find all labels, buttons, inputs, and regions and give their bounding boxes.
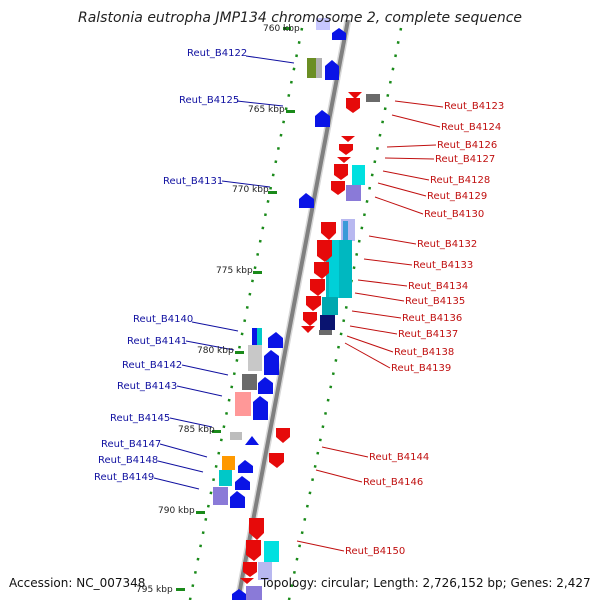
gene-label: Reut_B4140 <box>133 314 193 325</box>
gene-b4146 <box>269 453 284 468</box>
gene-b4147-part <box>222 456 235 470</box>
gene-b4136 <box>306 296 321 311</box>
gene-label: Reut_B4136 <box>402 313 462 324</box>
gene-label: Reut_B4143 <box>117 381 177 392</box>
gene-label: Reut_B4142 <box>122 360 182 371</box>
gene-b4134 <box>314 262 329 279</box>
gene-b4137-part <box>320 315 335 330</box>
sequence-summary: Topology: circular; Length: 2,726,152 bp… <box>260 576 591 590</box>
gene-b4121 <box>332 28 346 40</box>
gene-b4123-part <box>366 94 380 102</box>
gene-b4133 <box>317 240 332 262</box>
gene-b4122 <box>325 60 339 80</box>
gene-b4136-part <box>322 297 338 315</box>
gene-b4150 <box>249 518 264 540</box>
gene-b4142 <box>258 377 273 394</box>
gene-b4151-part <box>264 541 279 562</box>
gene-b4130-part <box>346 185 361 201</box>
gene-b4148 <box>235 476 250 490</box>
gene-label: Reut_B4137 <box>398 329 458 340</box>
accession-label: Accession: NC_007348 <box>9 576 145 590</box>
map-title: Ralstonia eutropha JMP134 chromosome 2, … <box>78 10 522 26</box>
gene-b4144 <box>276 428 290 443</box>
gene-label: Reut_B4128 <box>430 175 490 186</box>
gene-b4143 <box>253 396 268 420</box>
gene-label: Reut_B4134 <box>408 281 468 292</box>
gene-label: Reut_B4147 <box>101 439 161 450</box>
gene-label: Reut_B4146 <box>363 477 423 488</box>
gene-b4143-part <box>235 392 251 416</box>
gene-b4128a <box>337 157 351 163</box>
forward-strand-genes <box>213 18 346 600</box>
gene-b4140 <box>268 332 283 348</box>
gene-label: Reut_B4124 <box>441 122 501 133</box>
gene-label: Reut_B4133 <box>413 260 473 271</box>
gene-label: Reut_B4141 <box>127 336 187 347</box>
gene-b4128-part <box>352 165 365 185</box>
gene-label: Reut_B4127 <box>435 154 495 165</box>
gene-b4148-part <box>219 470 232 486</box>
gene-b4123 <box>348 92 362 99</box>
gene-b4149 <box>230 491 245 508</box>
gene-b4137 <box>303 312 317 326</box>
gene-label: Reut_B4149 <box>94 472 154 483</box>
tick-label: 760 kbp <box>263 24 300 34</box>
tick-label: 795 kbp <box>136 585 173 595</box>
tick-label: 790 kbp <box>158 506 195 516</box>
gene-b4131 <box>299 193 314 208</box>
gene-label: Reut_B4123 <box>444 101 504 112</box>
gene-b4124 <box>346 98 360 113</box>
gene-label: Reut_B4129 <box>427 191 487 202</box>
gene-label: Reut_B4148 <box>98 455 158 466</box>
gene-label: Reut_B4138 <box>394 347 454 358</box>
gene-label: Reut_B4135 <box>405 296 465 307</box>
gene-labels-left: Reut_B4122 Reut_B4125 Reut_B4131 Reut_B4… <box>94 48 247 483</box>
gene-label: Reut_B4125 <box>179 95 239 106</box>
gene-label: Reut_B4144 <box>369 452 429 463</box>
gene-label: Reut_B4150 <box>345 546 405 557</box>
gene-label: Reut_B4132 <box>417 239 477 250</box>
gene-label: Reut_B4131 <box>163 176 223 187</box>
tick-labels: 760 kbp 765 kbp 770 kbp 775 kbp 780 kbp … <box>136 24 300 595</box>
gene-labels-right: Reut_B4123 Reut_B4124 Reut_B4126 Reut_B4… <box>345 101 504 557</box>
tick-label: 785 kbp <box>178 425 215 435</box>
tick-marks <box>176 27 295 591</box>
gene-b4126 <box>341 136 355 142</box>
gene-b4141 <box>264 350 279 375</box>
gene-label: Reut_B4139 <box>391 363 451 374</box>
tick-label: 780 kbp <box>197 346 234 356</box>
gene-b4127 <box>339 144 353 155</box>
gene-b4142-part <box>242 374 257 390</box>
gene-b4141-part <box>248 345 262 371</box>
gene-label: Reut_B4145 <box>110 413 170 424</box>
leader-lines-left <box>153 55 295 490</box>
gene-label: Reut_B4130 <box>424 209 484 220</box>
gene-b4147 <box>238 460 253 473</box>
tick-label: 765 kbp <box>248 105 285 115</box>
leader-lines-right <box>296 100 444 552</box>
gene-b4135 <box>310 279 325 296</box>
reverse-strand-genes <box>240 92 380 584</box>
gene-b4145 <box>245 436 259 445</box>
gene-b4138 <box>301 326 315 333</box>
tick-label: 775 kbp <box>216 266 253 276</box>
gene-b4132 <box>321 222 336 240</box>
gene-b4125 <box>315 110 330 127</box>
gene-b4128 <box>334 164 348 180</box>
gene-label: Reut_B4126 <box>437 140 497 151</box>
gene-b4129 <box>331 181 345 195</box>
gene-label: Reut_B4122 <box>187 48 247 59</box>
tick-label: 770 kbp <box>232 185 269 195</box>
gene-b4149-part <box>213 487 228 505</box>
gene-b4122-part <box>307 58 316 78</box>
